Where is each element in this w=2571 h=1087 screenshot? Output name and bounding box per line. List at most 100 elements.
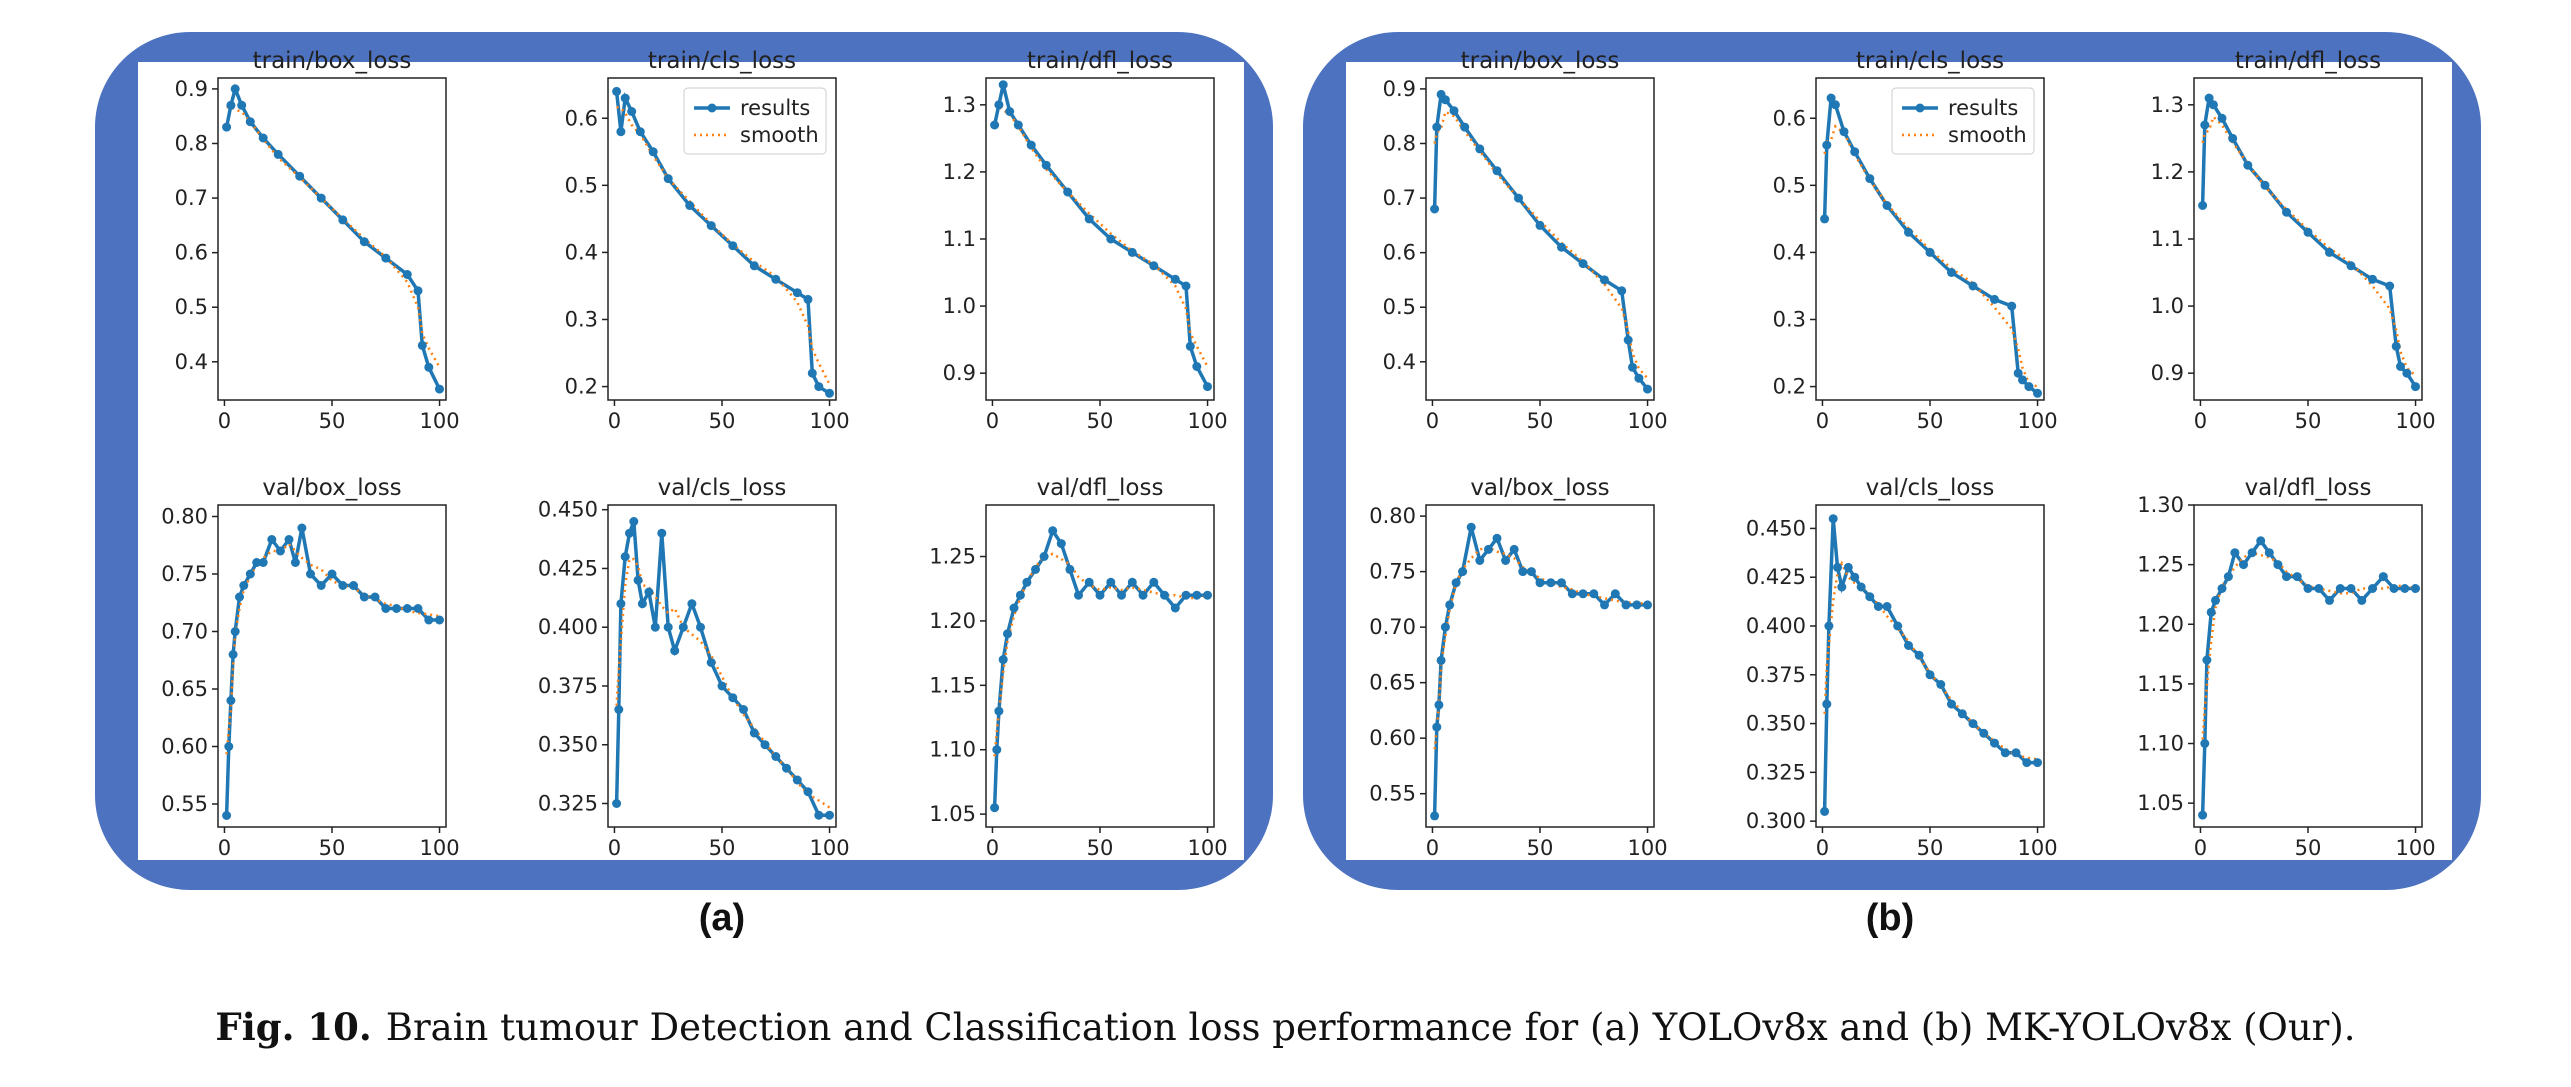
- data-point: [1181, 281, 1191, 291]
- data-point: [424, 615, 434, 625]
- y-tick-label: 0.80: [161, 505, 208, 529]
- data-point: [685, 201, 695, 210]
- data-point: [1643, 600, 1652, 610]
- data-point: [782, 763, 791, 773]
- y-tick-label: 0.425: [538, 556, 598, 580]
- data-point: [2013, 368, 2023, 378]
- y-tick-label: 0.450: [1746, 516, 1806, 540]
- subplot-val-cls_loss: val/cls_loss 0 50 100 0.300 0.325 0.350 0.375 0.…: [1746, 475, 2058, 860]
- data-point: [1434, 700, 1444, 710]
- data-point: [1850, 147, 1860, 157]
- subplot-val-dfl_loss: val/dfl_loss 0 50 100 1.05 1.10 1.15 1.20 1.25 1.…: [2137, 475, 2435, 860]
- x-tick-label: 0: [608, 836, 621, 860]
- data-point: [612, 799, 622, 808]
- y-tick-label: 0.4: [1383, 350, 1416, 374]
- data-point: [825, 388, 834, 398]
- series-smooth-line: [2201, 114, 2417, 377]
- y-tick-label: 1.0: [943, 294, 976, 318]
- data-point: [1925, 670, 1935, 680]
- data-point: [706, 221, 716, 231]
- y-tick-label: 0.65: [161, 677, 208, 701]
- data-point: [273, 149, 283, 159]
- plot-frame: [607, 77, 837, 401]
- data-point: [1968, 719, 1978, 729]
- y-tick-label: 0.425: [1746, 565, 1806, 589]
- data-point: [1621, 600, 1631, 610]
- data-point: [760, 740, 770, 750]
- subplot-val-box_loss: val/box_loss 0 50 100 0.55 0.60 0.65 0.70 0.75 0.…: [1369, 475, 1667, 860]
- data-point: [1914, 650, 1924, 660]
- y-tick-label: 0.65: [1369, 671, 1416, 695]
- data-point: [1865, 592, 1875, 602]
- panel-b: (b) train/box_loss 0 50 100 0.4 0.5 0.6 0.7 0.8 0.…: [1303, 32, 2481, 939]
- data-point: [1904, 641, 1913, 650]
- x-tick-label: 0: [986, 836, 999, 860]
- x-tick-label: 0: [1816, 836, 1829, 860]
- y-tick-label: 1.0: [2151, 294, 2184, 318]
- y-tick-label: 0.7: [1383, 186, 1416, 210]
- legend-box: [1891, 87, 2035, 155]
- data-point: [1634, 373, 1644, 383]
- legend-smooth-label: smooth: [740, 123, 819, 147]
- data-point: [237, 100, 247, 110]
- data-point: [1475, 144, 1485, 154]
- data-point: [1127, 577, 1137, 587]
- subplot-title: train/cls_loss: [648, 48, 796, 74]
- data-point: [771, 752, 781, 761]
- x-tick-label: 0: [986, 409, 999, 433]
- data-point: [2303, 227, 2313, 237]
- data-point: [825, 810, 834, 820]
- legend-results-label: results: [1948, 96, 2018, 120]
- y-tick-label: 0.350: [538, 733, 598, 757]
- data-point: [1026, 140, 1036, 150]
- y-tick-label: 0.300: [1746, 809, 1806, 833]
- data-point: [392, 604, 401, 613]
- x-tick-label: 0: [2194, 409, 2207, 433]
- data-point: [2391, 341, 2401, 351]
- y-tick-label: 0.6: [1383, 241, 1416, 265]
- series-smooth-line: [1433, 109, 1649, 380]
- data-point: [222, 811, 232, 820]
- x-tick-label: 50: [709, 409, 736, 433]
- data-point: [1106, 577, 1116, 587]
- data-point: [2396, 362, 2405, 371]
- y-tick-label: 0.5: [175, 295, 208, 319]
- data-point: [1065, 564, 1075, 574]
- y-tick-label: 0.3: [565, 308, 598, 332]
- subplot-train-cls_loss: train/cls_loss 0 50 100 0.2 0.3 0.4 0.5 0.6 resul…: [1773, 48, 2058, 433]
- data-point: [381, 604, 391, 613]
- data-point: [1822, 699, 1832, 709]
- data-point: [1436, 655, 1446, 665]
- data-point: [792, 288, 802, 298]
- legend-results-marker: [707, 103, 717, 113]
- data-point: [245, 569, 255, 579]
- data-point: [230, 84, 240, 94]
- data-point: [1074, 590, 1083, 600]
- x-tick-label: 100: [1628, 409, 1668, 433]
- data-point: [359, 237, 369, 247]
- y-tick-label: 0.70: [1369, 615, 1416, 639]
- x-tick-label: 100: [2396, 836, 2436, 860]
- panel-inner: [1346, 62, 2452, 860]
- data-point: [625, 528, 634, 538]
- subplot-val-box_loss: val/box_loss 0 50 100 0.55 0.60 0.65 0.70 0.75 0.…: [161, 475, 459, 860]
- data-point: [2211, 595, 2220, 605]
- data-point: [413, 286, 423, 296]
- x-tick-label: 100: [810, 836, 850, 860]
- data-point: [235, 592, 244, 602]
- y-tick-label: 1.05: [929, 802, 976, 826]
- data-point: [696, 622, 705, 632]
- data-point: [814, 810, 824, 820]
- series-smooth-line: [615, 557, 831, 809]
- data-point: [1005, 107, 1015, 116]
- data-point: [1117, 590, 1126, 600]
- y-tick-label: 0.375: [1746, 663, 1806, 687]
- x-tick-label: 100: [810, 409, 850, 433]
- data-point: [2292, 572, 2302, 582]
- figure-caption: Fig. 10. Brain tumour Detection and Class…: [0, 1005, 2571, 1049]
- data-point: [663, 622, 673, 632]
- data-point: [222, 122, 232, 132]
- plot-frame: [217, 77, 447, 401]
- data-point: [1557, 578, 1566, 588]
- subplot-title: val/dfl_loss: [1037, 475, 1164, 501]
